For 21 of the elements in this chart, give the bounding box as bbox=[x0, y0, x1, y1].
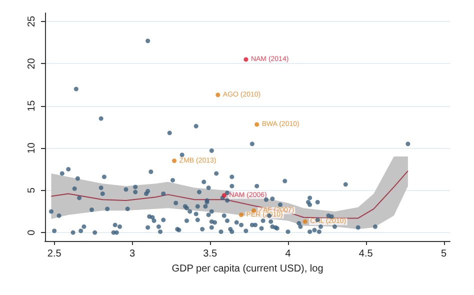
x-axis-title: GDP per capita (current USD), log bbox=[172, 263, 324, 274]
x-tick-label: 4 bbox=[285, 248, 292, 260]
x-tick-label: 3 bbox=[129, 248, 136, 260]
y-tick-label: 5 bbox=[26, 187, 38, 194]
y-tick-label: 10 bbox=[26, 142, 38, 154]
x-tick-label: 2.5 bbox=[47, 248, 62, 260]
point bbox=[254, 122, 260, 127]
x-tick-label: 5 bbox=[440, 248, 447, 260]
point bbox=[216, 92, 220, 98]
y-tick-label: 25 bbox=[26, 15, 38, 28]
point bbox=[302, 219, 308, 224]
x-tick-label: 3.5 bbox=[203, 248, 218, 260]
point bbox=[172, 158, 177, 164]
x-tick-label: 4.5 bbox=[358, 248, 374, 260]
y-tick-label: 15 bbox=[26, 100, 38, 112]
line-series bbox=[50, 170, 408, 219]
point bbox=[244, 57, 248, 62]
y-tick-label: 20 bbox=[26, 58, 38, 70]
point bbox=[222, 193, 226, 198]
y-tick-label: 0 bbox=[26, 229, 38, 236]
point bbox=[239, 212, 244, 218]
